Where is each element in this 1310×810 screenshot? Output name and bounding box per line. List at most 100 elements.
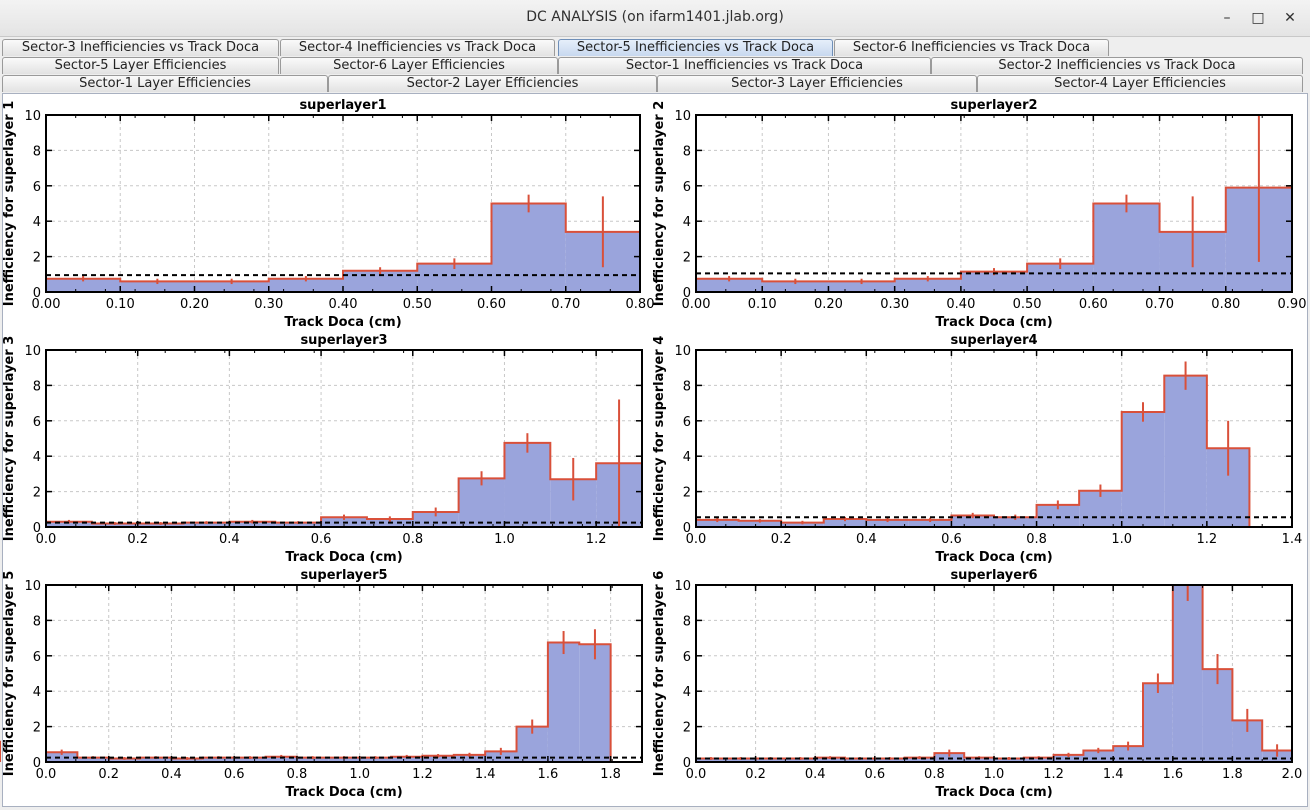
tab-sector1-layer-efficiencies[interactable]: Sector-1 Layer Efficiencies	[2, 75, 328, 92]
histogram-bar	[77, 757, 109, 762]
x-tick-label: 0.20	[814, 297, 843, 312]
minimize-icon[interactable]: –	[1223, 10, 1231, 26]
x-tick-label: 0.50	[1013, 297, 1042, 312]
tab-sector2-inefficiencies[interactable]: Sector-2 Inefficiencies vs Track Doca	[931, 57, 1303, 74]
histogram-bar	[296, 757, 329, 762]
chart-superlayer6	[695, 584, 1293, 763]
chart-title: superlayer6	[950, 568, 1037, 583]
x-tick-label: 0.8	[287, 767, 308, 782]
y-tick-label: 4	[33, 685, 41, 700]
x-axis-label: Track Doca (cm)	[935, 785, 1052, 800]
tab-sector4-inefficiencies[interactable]: Sector-4 Inefficiencies vs Track Doca	[280, 39, 555, 56]
x-tick-label: 0.70	[551, 297, 580, 312]
y-tick-label: 6	[683, 180, 691, 195]
y-axis-label: Inefficiency for superlayer 4	[652, 336, 667, 542]
y-axis-label: Inefficiency for superlayer 6	[652, 571, 667, 777]
chart-superlayer3	[45, 349, 643, 528]
close-icon[interactable]: ✕	[1284, 10, 1296, 26]
y-tick-label: 2	[33, 251, 41, 266]
x-tick-label: 0.0	[686, 767, 707, 782]
y-axis-label: Inefficiency for superlayer 1	[2, 101, 17, 307]
x-tick-label: 1.2	[412, 767, 433, 782]
x-tick-label: 0.6	[864, 767, 885, 782]
tab-sector5-inefficiencies[interactable]: Sector-5 Inefficiencies vs Track Doca	[558, 39, 833, 56]
x-tick-label: 0.6	[311, 532, 332, 547]
x-tick-label: 0.60	[1079, 297, 1108, 312]
histogram-bar	[762, 281, 829, 292]
chart-superlayer2	[695, 114, 1293, 293]
histogram-bar	[785, 758, 816, 762]
tab-sector3-inefficiencies[interactable]: Sector-3 Inefficiencies vs Track Doca	[2, 39, 279, 56]
x-tick-label: 0.4	[805, 767, 826, 782]
x-tick-label: 2.0	[1282, 767, 1303, 782]
histogram-bar	[194, 281, 269, 292]
tab-sector4-layer-efficiencies[interactable]: Sector-4 Layer Efficiencies	[977, 75, 1303, 92]
tab-sector5-layer-efficiencies[interactable]: Sector-5 Layer Efficiencies	[2, 57, 279, 74]
y-tick-label: 8	[33, 379, 41, 394]
y-tick-label: 8	[33, 614, 41, 629]
tab-content-panel	[2, 93, 1308, 807]
y-tick-label: 0	[33, 521, 41, 536]
x-tick-label: 1.6	[538, 767, 559, 782]
y-tick-label: 6	[683, 415, 691, 430]
histogram-bar	[1172, 585, 1203, 762]
x-tick-label: 0.0	[686, 532, 707, 547]
histogram-bar	[391, 756, 423, 762]
histogram-bar	[275, 522, 322, 527]
x-tick-label: 0.2	[127, 532, 148, 547]
y-tick-label: 2	[33, 721, 41, 736]
histogram-bar	[815, 757, 845, 762]
x-axis-label: Track Doca (cm)	[285, 550, 402, 565]
y-tick-label: 0	[683, 521, 691, 536]
histogram-bar	[828, 281, 895, 292]
x-tick-label: 0.4	[161, 767, 182, 782]
histogram-bar	[781, 522, 824, 527]
y-tick-label: 2	[683, 721, 691, 736]
tab-sector2-layer-efficiencies[interactable]: Sector-2 Layer Efficiencies	[328, 75, 657, 92]
histogram-bar	[579, 644, 611, 762]
histogram-bar	[823, 519, 867, 527]
histogram-bar	[108, 758, 141, 762]
histogram-bar	[738, 520, 782, 527]
y-tick-label: 10	[674, 344, 691, 359]
x-tick-label: 0.2	[745, 767, 766, 782]
histogram-bar	[951, 515, 994, 527]
y-tick-label: 8	[683, 144, 691, 159]
y-tick-label: 6	[683, 650, 691, 665]
histogram-bar	[696, 758, 726, 762]
chart-title: superlayer5	[300, 568, 387, 583]
tab-sector6-layer-efficiencies[interactable]: Sector-6 Layer Efficiencies	[280, 57, 558, 74]
histogram-bar	[1121, 411, 1165, 527]
x-tick-label: 1.2	[1043, 767, 1064, 782]
chart-title: superlayer2	[950, 98, 1037, 113]
tab-sector3-layer-efficiencies[interactable]: Sector-3 Layer Efficiencies	[657, 75, 977, 92]
y-tick-label: 0	[683, 756, 691, 771]
y-tick-label: 0	[33, 756, 41, 771]
y-tick-label: 6	[33, 650, 41, 665]
title-bar[interactable]: DC ANALYSIS (on ifarm1401.jlab.org) – □ …	[0, 0, 1310, 37]
x-tick-label: 0.6	[224, 767, 245, 782]
y-tick-label: 4	[683, 450, 691, 465]
histogram-bar	[1164, 375, 1207, 527]
tab-sector6-inefficiencies[interactable]: Sector-6 Inefficiencies vs Track Doca	[834, 39, 1109, 56]
x-tick-label: 0.8	[402, 532, 423, 547]
x-tick-label: 1.8	[1222, 767, 1243, 782]
x-tick-label: 1.4	[1282, 532, 1303, 547]
histogram-bar	[908, 519, 952, 527]
histogram-bar	[1093, 203, 1160, 292]
x-tick-label: 0.4	[219, 532, 240, 547]
x-tick-label: 1.0	[349, 767, 370, 782]
y-tick-label: 6	[33, 415, 41, 430]
histogram-bar	[171, 758, 203, 762]
y-tick-label: 4	[33, 450, 41, 465]
histogram-bar	[904, 757, 935, 762]
x-tick-label: 1.0	[984, 767, 1005, 782]
tab-sector1-inefficiencies[interactable]: Sector-1 Inefficiencies vs Track Doca	[558, 57, 931, 74]
maximize-icon[interactable]: □	[1251, 10, 1265, 26]
histogram-bar	[229, 521, 276, 527]
histogram-outline	[695, 186, 1293, 292]
y-tick-label: 8	[33, 144, 41, 159]
y-axis-label: Inefficiency for superlayer 2	[652, 101, 667, 307]
